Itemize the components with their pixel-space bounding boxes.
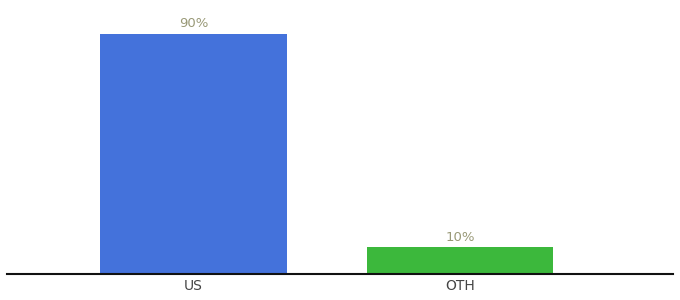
Bar bbox=[367, 247, 553, 274]
Bar bbox=[100, 34, 287, 274]
Text: 10%: 10% bbox=[445, 231, 475, 244]
Text: 90%: 90% bbox=[179, 17, 208, 30]
